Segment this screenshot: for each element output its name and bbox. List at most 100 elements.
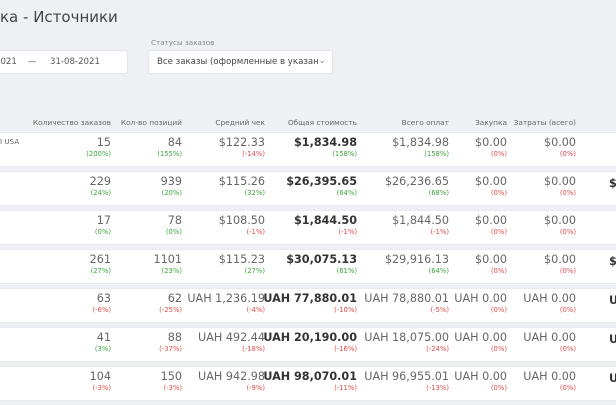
cell-pos: 78 (0%) [166,214,182,237]
cell-paid: UAH 78,880.01 (-5%) [364,292,449,315]
table-row[interactable]: 104 (-3%) 150 (-3%) UAH 942.98 (-9%) UAH 98,07… [0,366,616,401]
cell-avg: $108.50 (-1%) [219,214,265,237]
cell-change: (-37%) [159,345,182,353]
cell-change: (0%) [559,267,576,275]
cell-change: (-9%) [246,384,265,392]
cell-total: UAH 98,070.01 (-11%) [263,370,357,393]
cell-change: (0%) [559,384,576,392]
cell-value: $115.23 [218,253,265,266]
cell-value: $0.00 [543,214,576,227]
cell-costs: UAH 0.00 (0%) [523,331,576,354]
cell-value: UAH 0.00 [523,331,576,344]
cell-change: (0%) [490,306,507,314]
header-costs[interactable]: Затраты (всего) [513,118,576,127]
cell-change: (68%) [428,189,449,197]
cell-change: (200%) [86,150,111,158]
cell-change: (158%) [332,150,357,158]
cell-value: $26,395.65 [286,175,357,188]
cell-orders: 104 (-3%) [90,370,111,393]
header-purchase[interactable]: Закупка [475,118,507,127]
cell-orders: 15 (200%) [86,136,111,159]
source-name: I USA [0,137,20,146]
cell-pos: 88 (-37%) [159,331,182,354]
cell-purchase: UAH 0.00 (0%) [454,292,507,315]
cell-change: (23%) [161,267,182,275]
cell-change: (0%) [490,150,507,158]
table-row[interactable]: 41 (3%) 88 (-37%) UAH 492.44 (-18%) UAH 20,190… [0,327,616,362]
cell-avg: UAH 942.98 (-9%) [198,370,265,393]
status-select[interactable]: Все заказы (оформленные в указанные ⌄ [148,50,333,74]
cell-value: $0.00 [543,253,576,266]
cell-change: (61%) [336,267,357,275]
cell-avg: $122.33 (-14%) [219,136,265,159]
cell-change: (-3%) [92,384,111,392]
cell-extra: $ [609,255,616,268]
cell-orders: 63 (-6%) [92,292,111,315]
cell-change: (27%) [90,267,111,275]
cell-pos: 84 (155%) [157,136,182,159]
cell-value: UAH 78,880.01 [364,292,449,305]
cell-value: 84 [167,136,182,149]
cell-costs: $0.00 (0%) [544,175,576,198]
cell-purchase: $0.00 (0%) [475,175,507,198]
cell-avg: $115.23 (27%) [219,253,265,276]
cell-value: $122.33 [218,136,265,149]
header-paid[interactable]: Всего оплат [401,118,449,127]
cell-value: $1,834.98 [392,136,449,149]
cell-value: 1101 [153,253,182,266]
table-row[interactable]: 261 (27%) 1101 (23%) $115.23 (27%) $30,075.13(… [0,249,616,284]
cell-extra: U [609,333,616,346]
cell-value: UAH 98,070.01 [263,370,357,383]
cell-avg: $115.26 (32%) [219,175,265,198]
cell-value: $0.00 [543,175,576,188]
cell-value: 63 [96,292,111,305]
cell-value: UAH 96,955.01 [364,370,449,383]
cell-value: UAH 0.00 [454,292,507,305]
cell-orders: 229 (24%) [90,175,111,198]
table-row[interactable]: 17 (0%) 78 (0%) $108.50 (-1%) $1,844.50 (-1%) $1… [0,210,616,245]
cell-purchase: $0.00 (0%) [475,136,507,159]
cell-total: $1,834.98 (158%) [294,136,357,159]
cell-avg: UAH 1,236.19 (-4%) [187,292,265,315]
header-total[interactable]: Общая стоимость [287,118,357,127]
cell-value: $29,916.13 [384,253,449,266]
cell-change: (-5%) [430,306,449,314]
status-select-value: Все заказы (оформленные в указанные [157,57,319,67]
cell-extra: $ [609,177,616,190]
cell-change: (64%) [336,189,357,197]
table-row[interactable]: I USA 15 (200%) 84 (155%) $122.33 (-14%) $1,834… [0,132,616,167]
cell-total: UAH 20,190.00 (-16%) [263,331,357,354]
table-row[interactable]: 229 (24%) 939 (20%) $115.26 (32%) $26,395.65 (6… [0,171,616,206]
chevron-down-icon: ⌄ [318,56,326,66]
cell-pos: 939 (20%) [161,175,182,198]
cell-change: (-6%) [92,306,111,314]
cell-avg: UAH 492.44 (-18%) [198,331,265,354]
cell-value: 939 [160,175,182,188]
cell-change: (20%) [161,189,182,197]
header-orders[interactable]: Количество заказов [32,118,111,127]
cell-value: 150 [160,370,182,383]
cell-costs: $0.00 (0%) [544,136,576,159]
cell-pos: 1101 (23%) [154,253,182,276]
cell-value: UAH 0.00 [454,370,507,383]
cell-total: UAH 77,880.01 (-10%) [263,292,357,315]
cell-total: $30,075.13 (61%) [286,253,357,276]
cell-value: $30,075.13 [286,253,357,266]
cell-orders: 261 (27%) [90,253,111,276]
cell-change: (-1%) [338,228,357,236]
cell-change: (27%) [244,267,265,275]
cell-paid: $29,916.13 (64%) [385,253,449,276]
cell-value: $0.00 [474,175,507,188]
cell-value: $1,834.98 [294,136,357,149]
table-row[interactable]: 63 (-6%) 62 (-25%) UAH 1,236.19 (-4%) UAH 77,8… [0,288,616,323]
cell-purchase: UAH 0.00 (0%) [454,370,507,393]
cell-value: UAH 77,880.01 [263,292,357,305]
header-positions[interactable]: Кол-во позиций [120,118,182,127]
cell-value: $115.26 [218,175,265,188]
cell-value: UAH 0.00 [523,292,576,305]
cell-total: $1,844.50 (-1%) [294,214,357,237]
cell-paid: $1,834.98 (158%) [392,136,449,159]
header-avg[interactable]: Средний чек [215,118,265,127]
date-range-picker[interactable]: 2021 — 31-08-2021 [0,50,128,74]
cell-value: $26,236.65 [384,175,449,188]
